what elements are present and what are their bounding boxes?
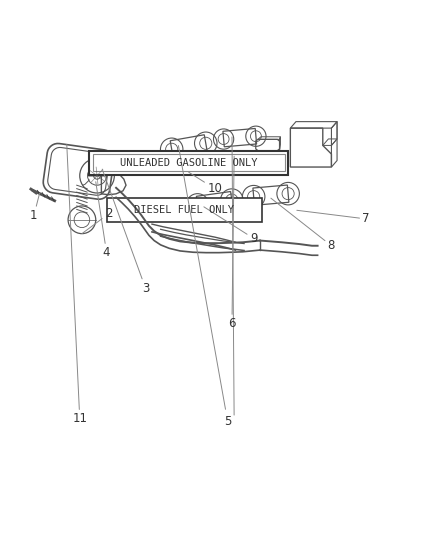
Text: 9: 9: [204, 207, 258, 245]
Text: 3: 3: [102, 169, 149, 295]
Text: 10: 10: [189, 172, 222, 195]
Text: 8: 8: [271, 198, 335, 252]
Text: UNLEADED GASOLINE ONLY: UNLEADED GASOLINE ONLY: [120, 158, 258, 168]
Text: 1: 1: [30, 193, 39, 222]
Text: DIESEL FUEL ONLY: DIESEL FUEL ONLY: [134, 205, 234, 215]
Text: 7: 7: [297, 211, 370, 225]
Text: 6: 6: [228, 156, 236, 330]
FancyBboxPatch shape: [93, 154, 285, 171]
FancyBboxPatch shape: [89, 151, 288, 175]
Text: 2: 2: [82, 207, 113, 233]
Text: 4: 4: [96, 182, 110, 259]
FancyBboxPatch shape: [106, 198, 262, 222]
Text: 11: 11: [67, 144, 87, 425]
Text: 5: 5: [178, 146, 231, 428]
